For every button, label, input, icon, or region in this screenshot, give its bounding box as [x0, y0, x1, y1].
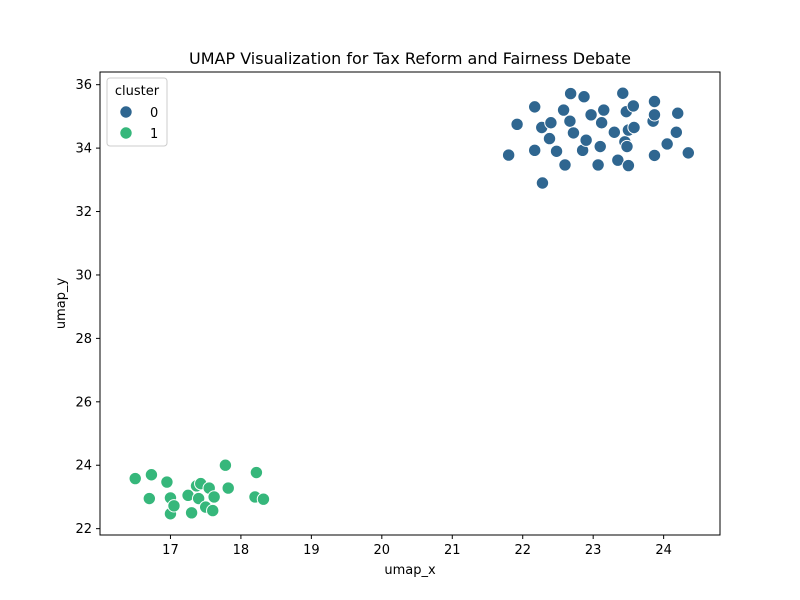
legend-marker-cluster-0 — [119, 105, 133, 119]
legend-marker-cluster-1 — [119, 126, 133, 140]
cluster-0-point — [566, 126, 581, 140]
x-tick-label: 21 — [444, 543, 461, 558]
legend: cluster 0 1 — [106, 77, 168, 147]
cluster-0-point — [627, 120, 641, 135]
cluster-1-point — [142, 491, 157, 506]
cluster-1-point — [160, 475, 174, 489]
cluster-0-point — [584, 108, 598, 122]
labels-group: 17 18 19 20 21 22 23 24 22 24 26 28 30 32 34 36 UMAP Vis… — [54, 49, 672, 578]
x-tick-label: 22 — [514, 543, 531, 558]
legend-title: cluster — [115, 84, 160, 99]
cluster-0-point — [535, 176, 550, 190]
cluster-0-point — [593, 139, 607, 154]
legend-label-cluster-0: 0 — [150, 106, 158, 121]
legend-label-cluster-1: 1 — [150, 127, 158, 142]
x-tick-label: 24 — [655, 543, 672, 558]
y-tick-label: 22 — [75, 522, 92, 537]
cluster-0-point — [616, 86, 630, 100]
cluster-0-point — [558, 158, 572, 172]
cluster-0-point — [660, 137, 674, 151]
cluster-0-point — [544, 116, 558, 130]
y-axis-label: umap_y — [54, 278, 69, 330]
axes-group — [96, 71, 721, 539]
cluster-0-point — [597, 103, 611, 117]
cluster-0-point — [501, 148, 516, 162]
y-tick-label: 24 — [75, 459, 92, 474]
cluster-0-point — [669, 125, 684, 139]
cluster-0-point — [611, 153, 625, 167]
cluster-0-point — [647, 108, 662, 122]
cluster-0-point — [681, 146, 695, 160]
cluster-1-point — [249, 465, 264, 480]
cluster-0-point — [579, 133, 593, 147]
cluster-1-point — [191, 491, 206, 506]
cluster-1-point — [221, 481, 235, 495]
y-tick-label: 26 — [75, 395, 92, 410]
cluster-0-point — [549, 144, 564, 158]
cluster-1-point — [184, 506, 199, 520]
cluster-0-point — [556, 103, 571, 117]
cluster-1-point — [207, 490, 221, 504]
cluster-0-point — [621, 158, 636, 173]
x-tick-label: 20 — [374, 543, 391, 558]
cluster-1-point — [167, 499, 181, 513]
cluster-0-point — [591, 158, 605, 172]
y-tick-label: 30 — [75, 268, 92, 283]
cluster-0-point — [647, 148, 662, 163]
y-tick-label: 34 — [75, 142, 92, 157]
cluster-0-point — [528, 100, 542, 114]
cluster-1-point — [128, 471, 142, 486]
cluster-0-point — [528, 143, 542, 158]
y-tick-label: 28 — [75, 332, 92, 347]
cluster-0-point — [563, 86, 578, 101]
cluster-0-point — [563, 114, 577, 128]
cluster-0-point — [510, 117, 524, 132]
cluster-0-point — [594, 116, 609, 130]
x-tick-label: 18 — [233, 543, 250, 558]
x-axis-label: umap_x — [384, 563, 436, 578]
points-group — [128, 86, 695, 521]
cluster-0-point — [626, 99, 641, 113]
cluster-0-point — [607, 125, 622, 139]
cluster-1-point — [206, 503, 220, 518]
x-tick-label: 19 — [303, 543, 320, 558]
cluster-0-point — [542, 131, 557, 146]
x-tick-label: 17 — [162, 543, 179, 558]
cluster-0-point — [577, 90, 591, 104]
chart-title: UMAP Visualization for Tax Reform and Fa… — [189, 49, 631, 68]
cluster-1-point — [256, 492, 271, 506]
y-tick-label: 36 — [75, 78, 92, 93]
cluster-1-point — [144, 468, 159, 482]
cluster-0-point — [620, 139, 634, 154]
plot-frame — [99, 71, 721, 536]
cluster-0-point — [647, 94, 662, 109]
cluster-1-point — [218, 458, 233, 472]
y-tick-label: 32 — [75, 205, 92, 220]
x-tick-label: 23 — [585, 543, 602, 558]
cluster-0-point — [671, 106, 685, 120]
